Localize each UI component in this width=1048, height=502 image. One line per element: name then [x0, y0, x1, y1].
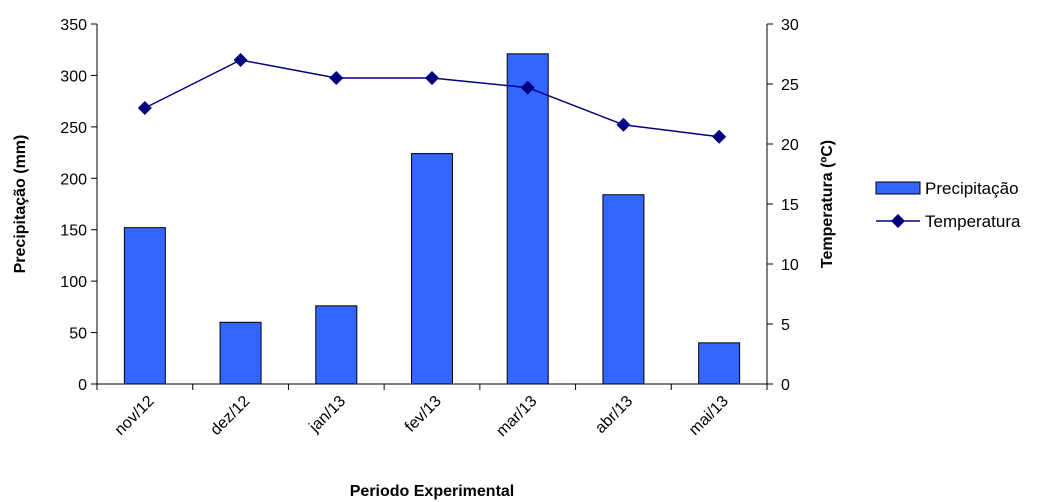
y-axis-title: Precipitação (mm)	[12, 135, 29, 274]
y-tick-label: 0	[78, 377, 87, 394]
legend-swatch-precipitacao	[875, 181, 921, 195]
legend: Precipitação Temperatura	[875, 179, 1021, 231]
y2-tick-label: 10	[781, 257, 799, 274]
temperature-point-abr/13	[616, 117, 631, 132]
bar-nov/12	[123, 227, 166, 385]
y-tick-label: 300	[60, 68, 87, 85]
x-tick-label: jan/13	[306, 393, 350, 437]
bars-layer	[123, 53, 741, 385]
x-tick-label: dez/12	[207, 393, 253, 439]
x-tick-label: mai/13	[686, 393, 732, 439]
y2-tick-label: 0	[781, 377, 790, 394]
legend-label-precipitacao: Precipitação	[925, 179, 1019, 198]
line-layer	[137, 53, 727, 144]
bar-fev/13	[411, 153, 453, 385]
bar-mai/13	[698, 342, 741, 385]
y-tick-label: 200	[60, 171, 87, 188]
x-tick-label: abr/13	[592, 393, 636, 437]
temperature-point-jan/13	[329, 71, 344, 85]
y2-axis-title: Temperatura (ºC)	[819, 140, 836, 268]
x-tick-label: nov/12	[112, 393, 158, 439]
y-tick-label: 150	[60, 223, 87, 240]
temperature-point-nov/12	[137, 101, 152, 115]
y2-tick-label: 30	[781, 17, 799, 34]
y2-tick-label: 25	[781, 77, 799, 94]
temperature-point-mai/13	[712, 129, 727, 144]
y-tick-label: 100	[60, 274, 87, 291]
bar-jan/13	[315, 305, 358, 385]
y-tick-label: 50	[69, 326, 87, 343]
y2-tick-label: 15	[781, 197, 799, 214]
temperature-point-fev/13	[425, 71, 439, 85]
legend-label-temperatura: Temperatura	[925, 212, 1021, 231]
legend-swatch-temperatura-marker	[891, 214, 905, 228]
y-tick-label: 350	[60, 17, 87, 34]
temperature-point-mar/13	[520, 80, 535, 95]
y-tick-label: 250	[60, 120, 87, 137]
y2-tick-label: 20	[781, 137, 799, 154]
x-axis-title: Periodo Experimental	[350, 483, 515, 500]
temperature-point-dez/12	[233, 53, 248, 67]
x-tick-label: mar/13	[493, 393, 540, 440]
bar-dez/12	[219, 321, 262, 385]
bar-mar/13	[506, 53, 549, 385]
bar-abr/13	[602, 194, 645, 385]
x-tick-label: fev/13	[402, 393, 445, 436]
y2-tick-label: 5	[781, 317, 790, 334]
